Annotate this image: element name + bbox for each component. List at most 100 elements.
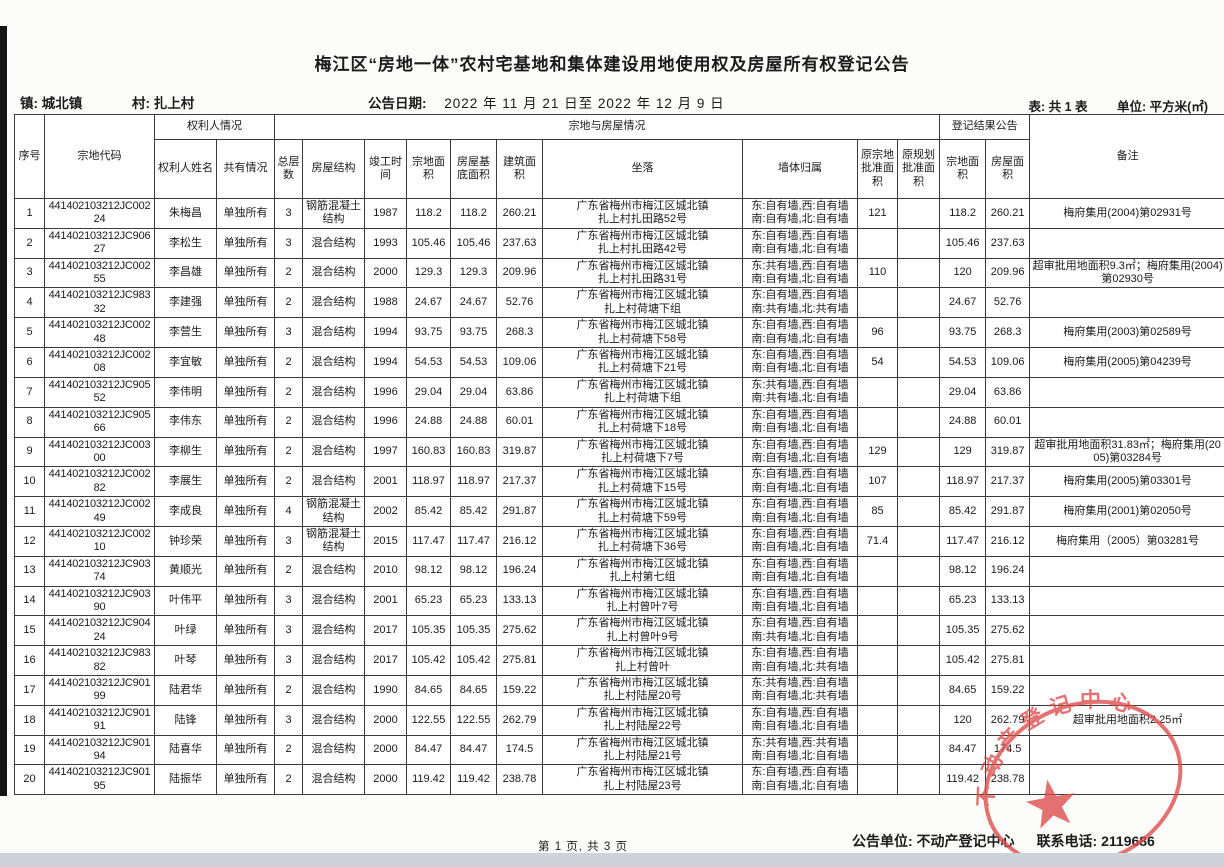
cell-base-area: 85.42 [450,496,497,527]
cell-reg-parcel-area: 118.2 [939,198,987,229]
cell-built-area: 60.01 [496,406,543,438]
cell-remark [1029,734,1224,766]
cell-completion-year: 1988 [364,287,407,319]
cell-holder-name: 黄顺光 [154,555,217,587]
cell-reg-house-area: 60.01 [985,406,1031,438]
cell-built-area: 159.22 [496,675,543,706]
cell-reg-parcel-area: 105.35 [939,615,987,647]
cell-reg-house-area: 159.22 [985,675,1031,706]
cell-seq: 4 [14,287,45,319]
cell-floors: 3 [274,615,303,647]
town-label: 镇: 城北镇 [20,96,83,111]
cell-completion-year: 1987 [364,198,407,229]
cell-reg-house-area: 209.96 [985,257,1031,289]
cell-remark [1029,585,1224,617]
cell-built-area: 174.5 [496,734,543,766]
cell-share: 单独所有 [216,555,275,587]
cell-built-area: 52.76 [496,287,543,319]
cell-parcel-code: 441402103212JC90374 [44,555,155,587]
cell-built-area: 196.24 [496,555,543,587]
cell-floors: 3 [274,227,303,259]
cell-parcel-area: 65.23 [406,585,451,617]
cell-completion-year: 1996 [364,376,407,408]
cell-share: 单独所有 [216,227,275,259]
cell-floors: 3 [274,525,303,557]
cell-orig-plan-area [896,287,941,319]
cell-orig-parcel-area [857,227,898,259]
cell-orig-parcel-area: 85 [857,496,898,527]
cell-base-area: 160.83 [450,436,497,468]
cell-seq: 15 [14,615,45,647]
cell-walls: 东:自有墙,西:自有墙 南:自有墙,北:自有墙 [742,496,858,527]
cell-completion-year: 2000 [364,257,407,289]
cell-structure: 混合结构 [302,555,365,587]
cell-location: 广东省梅州市梅江区城北镇 扎上村荷塘下21号 [542,347,743,378]
cell-parcel-area: 118.97 [406,466,451,498]
header-parcel-house-group: 宗地与房屋情况 [273,114,941,140]
cell-floors: 2 [274,675,303,706]
cell-remark: 超审批用地面积31.83㎡；梅府集用(2005)第03284号 [1029,436,1224,468]
cell-structure: 混合结构 [302,376,365,408]
cell-orig-parcel-area: 71.4 [857,525,898,557]
cell-parcel-area: 24.67 [406,287,451,319]
cell-parcel-code: 441402103212JC00249 [44,496,155,527]
cell-structure: 混合结构 [302,287,365,319]
cell-orig-plan-area [896,406,941,438]
cell-remark: 超审批用地面积9.3㎡；梅府集用(2004)第02930号 [1029,257,1224,289]
cell-parcel-area: 29.04 [406,376,451,408]
cell-base-area: 65.23 [450,585,497,617]
cell-parcel-area: 118.2 [406,198,451,229]
cell-reg-house-area: 291.87 [985,496,1031,527]
cell-structure: 混合结构 [302,585,365,617]
cell-base-area: 24.88 [450,406,497,438]
cell-holder-name: 陆君华 [154,675,217,706]
cell-built-area: 133.13 [496,585,543,617]
date-value: 2022 年 11 月 21 日至 2022 年 12 月 9 日 [444,96,725,111]
cell-remark: 梅府集用(2003)第02589号 [1029,317,1224,349]
cell-location: 广东省梅州市梅江区城北镇 扎上村曾叶7号 [542,585,743,617]
cell-remark: 梅府集用(2001)第02050号 [1029,496,1224,527]
page-title: 梅江区“房地一体”农村宅基地和集体建设用地使用权及房屋所有权登记公告 [314,55,910,74]
cell-orig-plan-area [896,675,941,706]
cell-walls: 东:自有墙,西:自有墙 南:自有墙,北:自有墙 [742,704,858,736]
cell-reg-house-area: 133.13 [985,585,1031,617]
cell-walls: 东:共有墙,西:自有墙 南:共有墙,北:自有墙 [742,376,858,408]
header-holder-name: 权利人姓名 [154,139,217,199]
cell-floors: 3 [274,317,303,349]
cell-orig-plan-area [896,257,941,289]
cell-structure: 混合结构 [302,436,365,468]
cell-reg-house-area: 63.86 [985,376,1031,408]
cell-base-area: 105.46 [450,227,497,259]
cell-seq: 18 [14,704,45,736]
cell-orig-plan-area [896,585,941,617]
cell-seq: 6 [14,347,45,378]
cell-remark [1029,615,1224,647]
cell-location: 广东省梅州市梅江区城北镇 扎上村荷塘下组 [542,376,743,408]
cell-share: 单独所有 [216,466,275,498]
scan-edge-bottom [0,853,1224,867]
cell-parcel-area: 117.47 [406,525,451,557]
cell-parcel-area: 160.83 [406,436,451,468]
cell-holder-name: 李成良 [154,496,217,527]
cell-location: 广东省梅州市梅江区城北镇 扎上村曾叶 [542,645,743,676]
cell-location: 广东省梅州市梅江区城北镇 扎上村陆屋23号 [542,764,743,796]
cell-holder-name: 李建强 [154,287,217,319]
cell-walls: 东:自有墙,西:自有墙 南:共有墙,北:自有墙 [742,615,858,647]
cell-parcel-code: 441402103212JC90566 [44,406,155,438]
cell-completion-year: 1990 [364,675,407,706]
cell-location: 广东省梅州市梅江区城北镇 扎上村曾叶9号 [542,615,743,647]
cell-parcel-code: 441402103212JC00208 [44,347,155,378]
registration-table: 序号 宗地代码 权利人情况 宗地与房屋情况 登记结果公告 备注 权利人姓名 共有… [14,114,1224,796]
cell-base-area: 117.47 [450,525,497,557]
cell-share: 单独所有 [216,704,275,736]
cell-floors: 2 [274,466,303,498]
cell-seq: 13 [14,555,45,587]
cell-holder-name: 陆喜华 [154,734,217,766]
cell-completion-year: 2017 [364,645,407,676]
cell-built-area: 109.06 [496,347,543,378]
header-orig-parcel-area: 原宗地批准面积 [857,139,898,199]
cell-base-area: 105.42 [450,645,497,676]
cell-built-area: 238.78 [496,764,543,796]
table-row: 20 441402103212JC90195 陆振华 单独所有 2 混合结构 2… [14,764,1224,796]
cell-parcel-area: 24.88 [406,406,451,438]
